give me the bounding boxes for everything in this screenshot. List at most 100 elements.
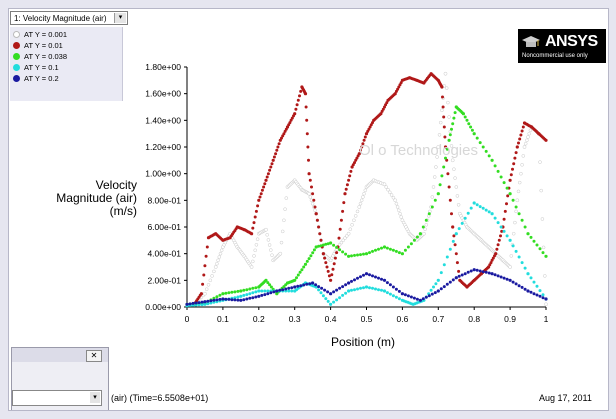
data-point — [451, 225, 455, 229]
data-point — [409, 295, 413, 299]
data-point — [230, 290, 234, 294]
data-point — [494, 252, 498, 256]
data-point — [277, 142, 281, 146]
data-point — [463, 216, 467, 220]
data-point — [487, 154, 491, 158]
data-point — [493, 273, 497, 277]
data-point — [535, 243, 539, 247]
data-point — [439, 271, 443, 275]
data-point — [517, 141, 520, 145]
data-point — [245, 293, 249, 297]
data-point — [242, 293, 246, 297]
data-point — [481, 206, 485, 210]
data-point — [230, 298, 234, 302]
data-point — [260, 289, 264, 293]
data-point — [496, 243, 500, 247]
data-point — [517, 180, 522, 185]
data-point — [248, 296, 252, 300]
legend-marker — [13, 75, 20, 82]
data-point — [260, 293, 264, 297]
data-point — [511, 198, 515, 202]
data-point — [341, 285, 345, 289]
data-point — [403, 248, 407, 252]
data-point — [406, 245, 410, 249]
data-point — [502, 276, 506, 280]
data-point — [300, 268, 304, 272]
data-point — [540, 217, 545, 221]
data-point — [489, 261, 493, 265]
data-point — [487, 271, 491, 275]
data-point — [438, 183, 442, 187]
data-point — [289, 118, 293, 122]
data-point — [323, 256, 327, 260]
data-point — [281, 134, 285, 138]
data-point — [451, 122, 455, 126]
data-point — [544, 297, 548, 301]
data-point — [388, 292, 392, 296]
data-point — [233, 290, 237, 294]
data-point — [397, 85, 401, 89]
data-point — [218, 293, 222, 297]
data-point — [374, 287, 377, 291]
dialog-titlebar[interactable]: ✕ — [12, 348, 108, 362]
data-point — [389, 193, 394, 197]
data-point — [299, 284, 303, 288]
data-point — [329, 292, 333, 296]
data-point — [385, 291, 389, 295]
data-point — [360, 145, 364, 149]
data-point — [200, 303, 204, 307]
graphics-viewport[interactable]: 0.00e+00 2.00e-01 4.00e-01 6.00e-01 8.00e-01… — [8, 8, 609, 411]
data-point — [445, 255, 449, 259]
data-point — [427, 212, 431, 216]
data-point — [224, 297, 228, 301]
data-point — [514, 205, 518, 209]
y-tick-label: 1.40e+00 — [145, 115, 181, 125]
data-point — [472, 132, 476, 136]
x-tick-label: 0.9 — [504, 314, 516, 324]
data-point — [353, 214, 358, 218]
data-point — [448, 280, 452, 284]
data-point — [305, 118, 309, 122]
data-point — [337, 236, 341, 240]
data-point — [275, 289, 279, 293]
data-point — [427, 294, 431, 298]
chevron-down-icon[interactable]: ▾ — [90, 392, 100, 403]
data-point — [424, 223, 429, 227]
floating-dialog[interactable]: ✕ ▾ — [11, 347, 109, 410]
data-point — [475, 268, 479, 272]
data-point — [355, 156, 359, 160]
data-point — [406, 294, 410, 298]
data-point — [415, 235, 419, 239]
data-point — [400, 292, 404, 296]
data-point — [418, 298, 422, 302]
data-point — [448, 133, 452, 137]
data-point — [447, 185, 451, 189]
data-point — [467, 122, 471, 126]
data-point — [488, 263, 492, 267]
surface-selector-dropdown[interactable]: 1: Velocity Magnitude (air) ▾ — [10, 11, 128, 25]
data-point — [353, 253, 356, 257]
data-point — [516, 189, 521, 194]
data-point — [307, 191, 311, 196]
data-point — [440, 174, 444, 178]
data-point — [466, 270, 470, 274]
data-point — [317, 225, 321, 229]
chevron-down-icon[interactable]: ▾ — [114, 13, 126, 23]
dialog-dropdown[interactable]: ▾ — [12, 390, 102, 406]
data-point — [371, 249, 374, 253]
data-point — [282, 218, 286, 223]
data-point — [544, 138, 548, 142]
data-point — [269, 165, 273, 169]
x-tick-label: 0.2 — [253, 314, 265, 324]
data-point — [251, 296, 255, 300]
close-icon[interactable]: ✕ — [86, 350, 102, 362]
data-point — [515, 198, 520, 203]
data-point — [391, 294, 395, 298]
data-point — [264, 178, 268, 182]
data-point — [253, 248, 257, 253]
data-point — [457, 269, 461, 273]
data-point — [320, 286, 324, 290]
data-point — [308, 195, 313, 199]
data-point — [448, 247, 452, 251]
data-point — [213, 265, 218, 269]
